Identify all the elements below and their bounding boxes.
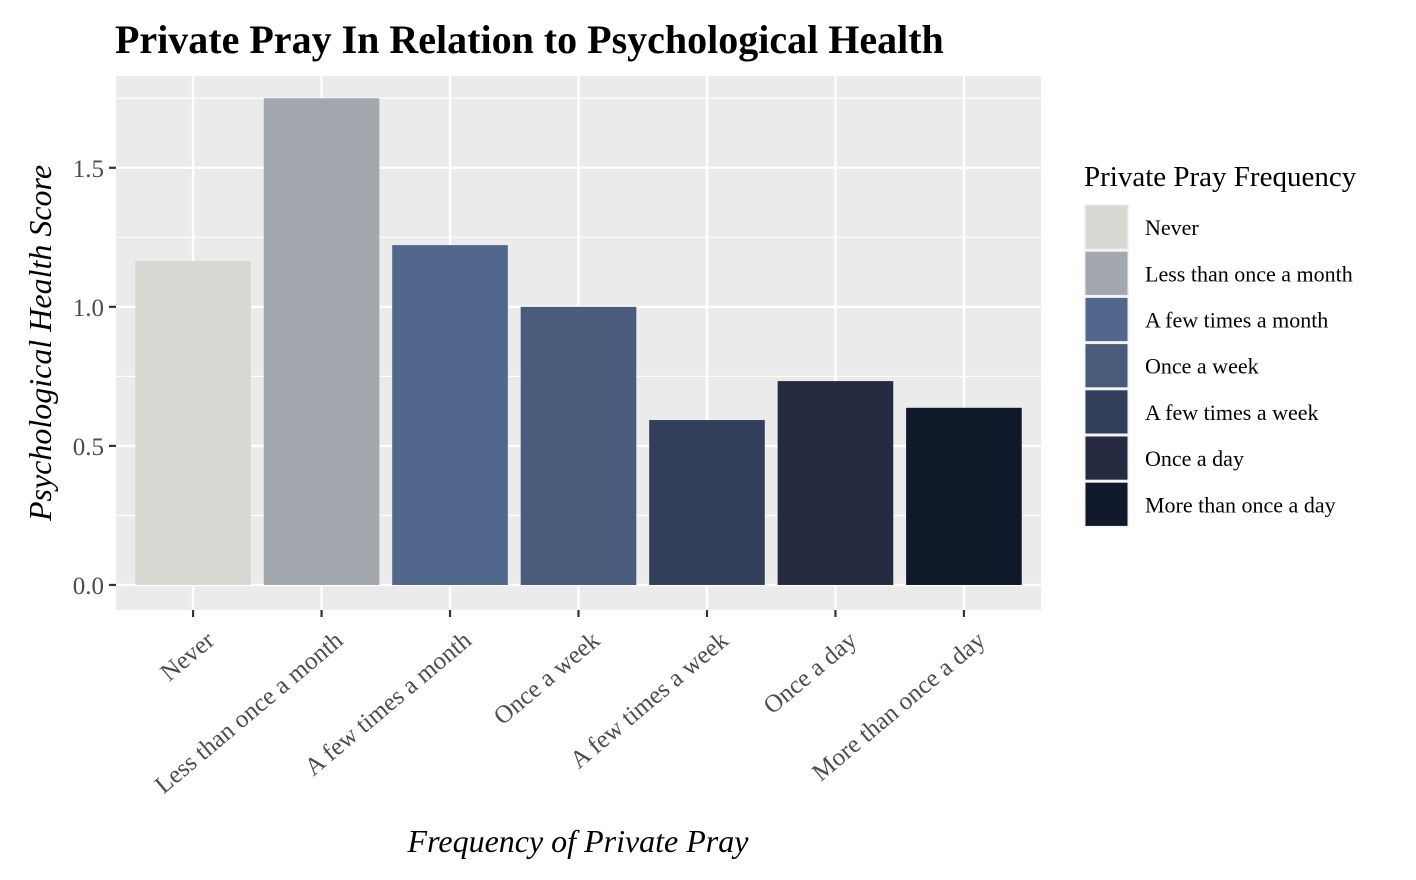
- legend-label: Never: [1145, 215, 1199, 240]
- legend-swatch: [1085, 297, 1128, 342]
- legend-swatch: [1085, 205, 1128, 249]
- legend-label: A few times a month: [1145, 308, 1328, 333]
- y-tick-label: 0.0: [73, 573, 104, 600]
- bar: [777, 381, 894, 585]
- y-tick-label: 0.5: [73, 434, 104, 461]
- x-tick-label: Never: [156, 626, 221, 686]
- legend-swatch: [1085, 436, 1128, 480]
- legend-label: More than once a day: [1145, 492, 1336, 517]
- legend: Private Pray Frequency Never Less than on…: [1084, 161, 1357, 528]
- bars: [135, 98, 1022, 585]
- legend-title: Private Pray Frequency: [1084, 161, 1357, 193]
- bar: [392, 245, 508, 585]
- legend-label: Less than once a month: [1145, 261, 1353, 286]
- y-axis-title: Psychological Health Score: [22, 165, 58, 522]
- bar: [649, 420, 765, 585]
- legend-swatch: [1085, 251, 1128, 295]
- legend-swatch: [1085, 482, 1128, 526]
- y-tick-label: 1.0: [73, 295, 104, 322]
- legend-label: Once a day: [1145, 446, 1244, 471]
- x-axis-title: Frequency of Private Pray: [407, 823, 750, 859]
- bar: [263, 98, 380, 585]
- bar: [135, 260, 251, 585]
- y-tick-label: 1.5: [73, 156, 104, 183]
- x-tick-label: Once a week: [489, 626, 606, 730]
- legend-swatch: [1085, 344, 1128, 388]
- bar: [520, 306, 637, 585]
- x-tick-label: Once a day: [759, 626, 863, 719]
- legend-label: Once a week: [1145, 354, 1259, 379]
- chart-title: Private Pray In Relation to Psychologica…: [115, 17, 944, 62]
- legend-label: A few times a week: [1145, 400, 1319, 425]
- legend-swatch: [1085, 390, 1128, 434]
- bar: [906, 407, 1022, 585]
